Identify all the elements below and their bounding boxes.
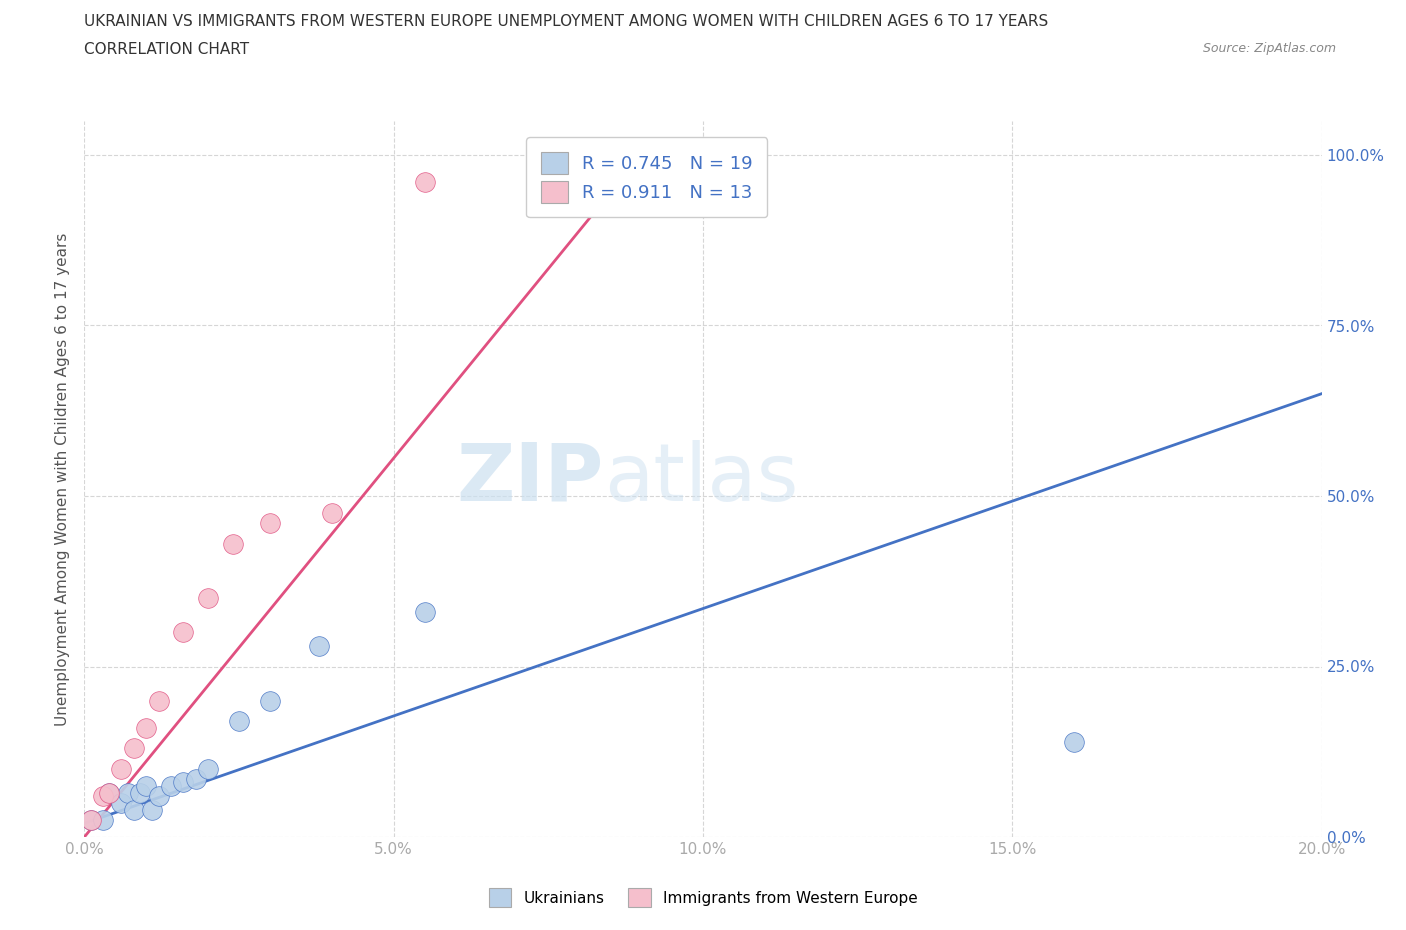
Point xyxy=(148,693,170,708)
Point xyxy=(413,604,436,619)
Text: CORRELATION CHART: CORRELATION CHART xyxy=(84,42,249,57)
Point xyxy=(98,785,121,800)
Y-axis label: Unemployment Among Women with Children Ages 6 to 17 years: Unemployment Among Women with Children A… xyxy=(55,232,70,725)
Point xyxy=(259,693,281,708)
Point xyxy=(259,516,281,531)
Point xyxy=(228,713,250,728)
Point xyxy=(110,795,132,810)
Point xyxy=(141,803,163,817)
Point xyxy=(117,785,139,800)
Legend: Ukrainians, Immigrants from Western Europe: Ukrainians, Immigrants from Western Euro… xyxy=(482,883,924,913)
Point xyxy=(91,789,114,804)
Point xyxy=(148,789,170,804)
Point xyxy=(222,537,245,551)
Point xyxy=(110,762,132,777)
Point xyxy=(321,506,343,521)
Point xyxy=(79,813,101,828)
Point xyxy=(197,591,219,605)
Point xyxy=(172,775,194,790)
Point xyxy=(135,778,157,793)
Text: ZIP: ZIP xyxy=(457,440,605,518)
Point xyxy=(79,813,101,828)
Point xyxy=(413,175,436,190)
Point xyxy=(135,721,157,736)
Point xyxy=(184,772,207,787)
Point xyxy=(122,741,145,756)
Text: atlas: atlas xyxy=(605,440,799,518)
Point xyxy=(1063,734,1085,749)
Legend: R = 0.745   N = 19, R = 0.911   N = 13: R = 0.745 N = 19, R = 0.911 N = 13 xyxy=(526,137,768,218)
Text: Source: ZipAtlas.com: Source: ZipAtlas.com xyxy=(1202,42,1336,55)
Point xyxy=(91,813,114,828)
Point xyxy=(172,625,194,640)
Point xyxy=(122,803,145,817)
Point xyxy=(129,785,152,800)
Point xyxy=(98,785,121,800)
Text: UKRAINIAN VS IMMIGRANTS FROM WESTERN EUROPE UNEMPLOYMENT AMONG WOMEN WITH CHILDR: UKRAINIAN VS IMMIGRANTS FROM WESTERN EUR… xyxy=(84,14,1049,29)
Point xyxy=(308,639,330,654)
Point xyxy=(160,778,183,793)
Point xyxy=(197,762,219,777)
